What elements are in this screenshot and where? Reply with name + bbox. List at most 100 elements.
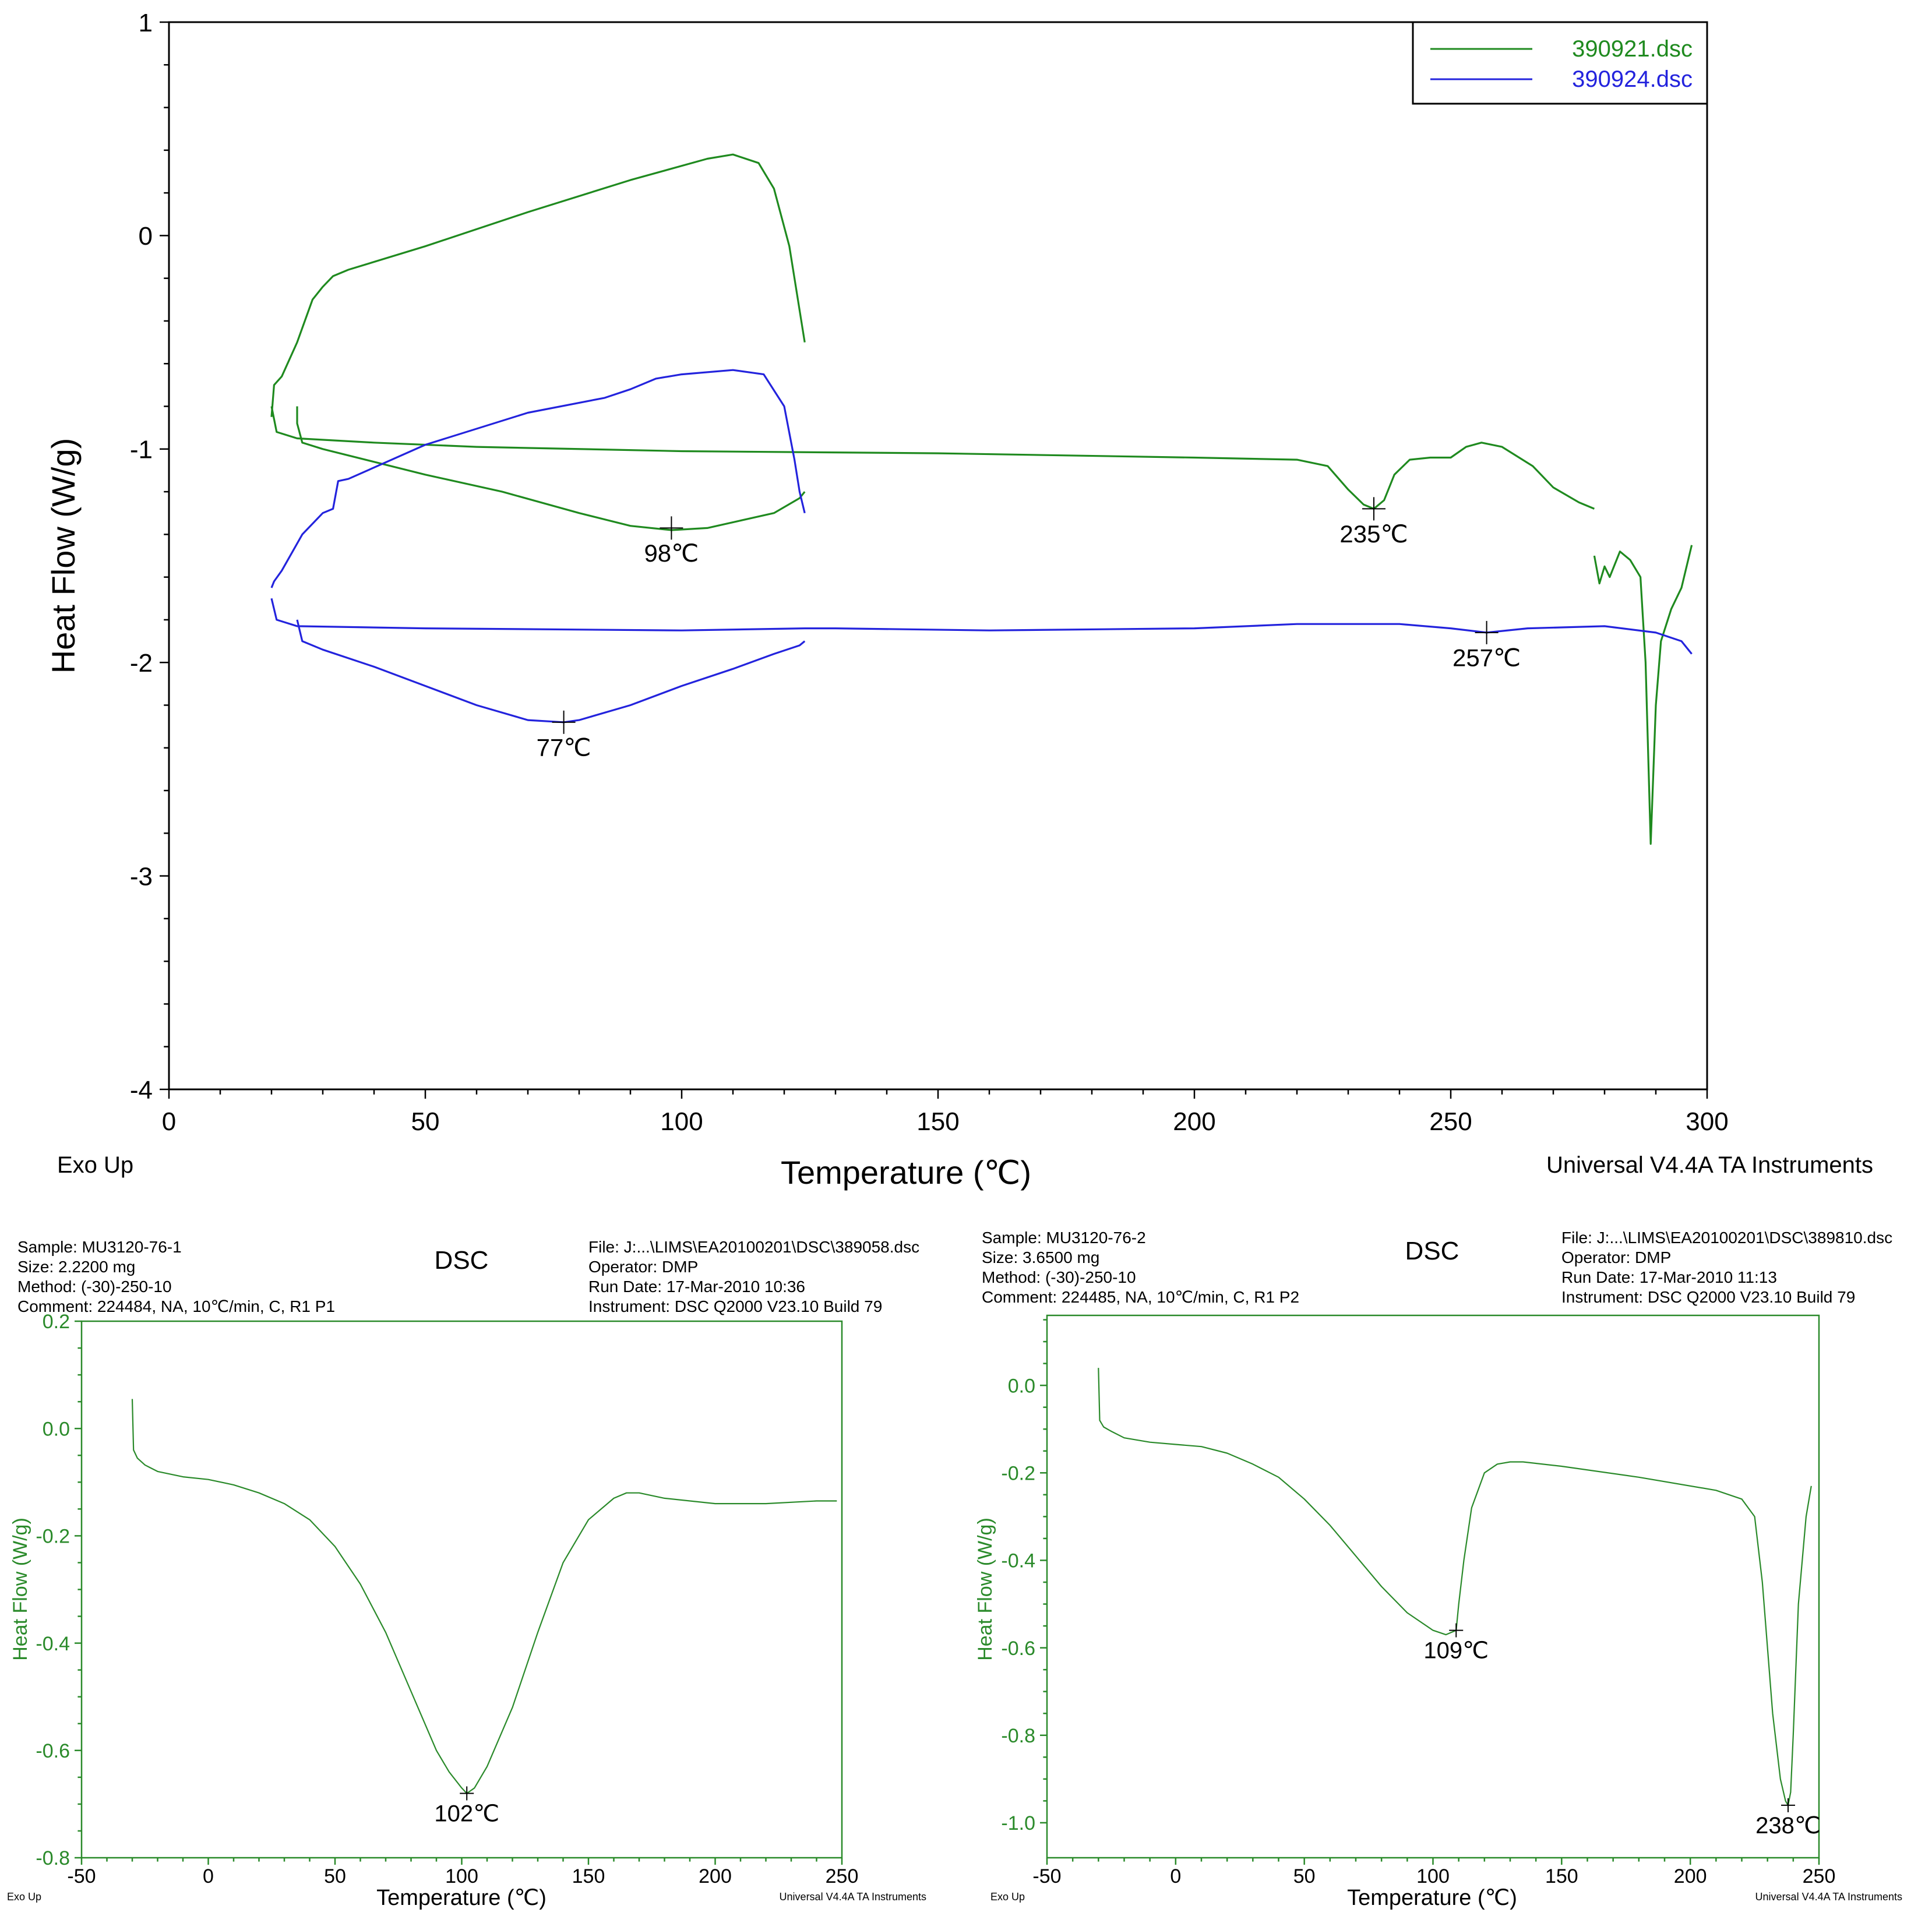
x-tick-label: 0 bbox=[1170, 1865, 1181, 1887]
peak-label: 98℃ bbox=[644, 539, 699, 567]
y-tick-label: 0.2 bbox=[43, 1311, 70, 1333]
y-tick-label: 0.0 bbox=[43, 1418, 70, 1440]
y-tick-label: -0.8 bbox=[1001, 1725, 1035, 1747]
x-tick-label: 200 bbox=[699, 1865, 732, 1887]
br-exo-up-label: Exo Up bbox=[990, 1891, 1025, 1903]
br-info-line-4: Comment: 224485, NA, 10℃/min, C, R1 P2 bbox=[982, 1288, 1299, 1306]
series-line-0-3 bbox=[1593, 545, 1693, 845]
br-x-ticks: -50 0 50 100 150 200 250 bbox=[1032, 1858, 1835, 1887]
peak-label: 238℃ bbox=[1755, 1813, 1821, 1839]
bl-exo-up-label: Exo Up bbox=[7, 1891, 41, 1903]
bl-y-ticks: -0.8 -0.6 -0.4 -0.2 0.0 0.2 bbox=[36, 1311, 82, 1869]
br-file-line-1: File: J:...\LIMS\EA20100201\DSC\389810.d… bbox=[1561, 1229, 1892, 1247]
y-tick-label: -0.4 bbox=[36, 1633, 70, 1655]
bl-file-line-2: Operator: DMP bbox=[588, 1258, 698, 1276]
br-title: DSC bbox=[1405, 1237, 1459, 1265]
y-tick-label: -0.2 bbox=[36, 1526, 70, 1548]
bl-file-line-3: Run Date: 17-Mar-2010 10:36 bbox=[588, 1278, 805, 1296]
br-info-line-1: Sample: MU3120-76-2 bbox=[982, 1229, 1146, 1247]
series-line-0-0 bbox=[131, 1399, 837, 1794]
bl-y-axis-label: Heat Flow (W/g) bbox=[9, 1518, 31, 1661]
br-software-footer: Universal V4.4A TA Instruments bbox=[1755, 1891, 1902, 1903]
top-x-axis-label: Temperature (℃) bbox=[781, 1154, 1031, 1191]
br-file-line-2: Operator: DMP bbox=[1561, 1248, 1671, 1266]
y-tick-label: -0.8 bbox=[36, 1847, 70, 1869]
br-plot-frame bbox=[1046, 1314, 1820, 1859]
y-tick-label: -0.2 bbox=[1001, 1463, 1035, 1485]
y-tick-label: -1 bbox=[130, 436, 153, 464]
br-y-ticks: -1.0 -0.8 -0.6 -0.4 -0.2 0.0 bbox=[1001, 1319, 1047, 1834]
bl-info-line-4: Comment: 224484, NA, 10℃/min, C, R1 P1 bbox=[17, 1297, 335, 1315]
top-legend-box bbox=[1412, 21, 1708, 105]
y-tick-label: 0.0 bbox=[1008, 1375, 1035, 1397]
peak-label: 77℃ bbox=[537, 734, 591, 761]
y-tick-label: -0.6 bbox=[1001, 1638, 1035, 1660]
y-tick-label: -1.0 bbox=[1001, 1812, 1035, 1834]
x-tick-label: -50 bbox=[67, 1865, 96, 1887]
x-tick-label: 300 bbox=[1686, 1107, 1728, 1136]
top-exo-up-label: Exo Up bbox=[57, 1152, 133, 1178]
bl-file-line-1: File: J:...\LIMS\EA20100201\DSC\389058.d… bbox=[588, 1238, 919, 1256]
peak-label: 109℃ bbox=[1423, 1638, 1489, 1664]
top-legend-label-390921: 390921.dsc bbox=[1572, 36, 1693, 62]
bottom-left-chart: Sample: MU3120-76-1 Size: 2.2200 mg Meth… bbox=[7, 1238, 926, 1910]
br-y-axis-label: Heat Flow (W/g) bbox=[974, 1518, 996, 1661]
top-series-group bbox=[270, 153, 1693, 845]
top-legend-label-390924: 390924.dsc bbox=[1572, 66, 1693, 92]
bl-info-line-3: Method: (-30)-250-10 bbox=[17, 1278, 172, 1296]
x-tick-label: 250 bbox=[1429, 1107, 1472, 1136]
top-plot-frame bbox=[168, 21, 1708, 1091]
y-tick-label: -0.4 bbox=[1001, 1550, 1035, 1572]
x-tick-label: 100 bbox=[1416, 1865, 1450, 1887]
bl-title: DSC bbox=[435, 1246, 489, 1275]
series-line-0-2 bbox=[270, 406, 1595, 510]
top-y-axis-label: Heat Flow (W/g) bbox=[45, 438, 82, 674]
y-tick-label: -0.6 bbox=[36, 1740, 70, 1762]
x-tick-label: 250 bbox=[826, 1865, 859, 1887]
x-tick-label: 100 bbox=[445, 1865, 478, 1887]
top-x-ticks: 0 50 100 150 200 250 300 bbox=[162, 1089, 1729, 1136]
br-info-line-3: Method: (-30)-250-10 bbox=[982, 1268, 1136, 1286]
br-info-line-2: Size: 3.6500 mg bbox=[982, 1248, 1099, 1266]
br-annotations: 109℃ 238℃ bbox=[1423, 1623, 1821, 1839]
series-line-0-1 bbox=[296, 406, 806, 531]
x-tick-label: 50 bbox=[324, 1865, 346, 1887]
top-chart: 0 50 100 150 200 250 300 -4 -3 -2 -1 0 1 98℃ 235℃ 77℃… bbox=[45, 9, 1873, 1191]
series-line-0-0 bbox=[1098, 1368, 1812, 1806]
x-tick-label: -50 bbox=[1032, 1865, 1061, 1887]
series-line-1-1 bbox=[296, 619, 806, 724]
series-line-1-0 bbox=[270, 369, 806, 588]
bottom-right-chart: Sample: MU3120-76-2 Size: 3.6500 mg Meth… bbox=[974, 1229, 1902, 1910]
peak-label: 102℃ bbox=[434, 1801, 499, 1826]
x-tick-label: 150 bbox=[572, 1865, 605, 1887]
y-tick-label: 1 bbox=[139, 9, 153, 37]
br-file-line-3: Run Date: 17-Mar-2010 11:13 bbox=[1561, 1268, 1777, 1286]
x-tick-label: 200 bbox=[1674, 1865, 1707, 1887]
bl-file-line-4: Instrument: DSC Q2000 V23.10 Build 79 bbox=[588, 1297, 882, 1315]
br-file-line-4: Instrument: DSC Q2000 V23.10 Build 79 bbox=[1561, 1288, 1855, 1306]
peak-label: 235℃ bbox=[1339, 520, 1408, 548]
x-tick-label: 100 bbox=[660, 1107, 703, 1136]
bl-info-line-1: Sample: MU3120-76-1 bbox=[17, 1238, 182, 1256]
y-tick-label: -2 bbox=[130, 649, 153, 678]
x-tick-label: 200 bbox=[1173, 1107, 1215, 1136]
br-series-group bbox=[1098, 1368, 1812, 1806]
bl-plot-frame bbox=[80, 1320, 843, 1859]
top-annotations: 98℃ 235℃ 77℃ 257℃ bbox=[537, 497, 1521, 761]
bl-series-group bbox=[131, 1399, 837, 1794]
bl-x-ticks: -50 0 50 100 150 200 250 bbox=[67, 1858, 858, 1887]
x-tick-label: 0 bbox=[162, 1107, 176, 1136]
y-tick-label: -4 bbox=[130, 1076, 153, 1105]
series-line-0-0 bbox=[270, 153, 806, 417]
series-line-1-2 bbox=[270, 598, 1693, 655]
peak-label: 257℃ bbox=[1452, 644, 1521, 672]
bl-x-axis-label: Temperature (℃) bbox=[376, 1886, 547, 1910]
x-tick-label: 150 bbox=[1545, 1865, 1578, 1887]
y-tick-label: -3 bbox=[130, 862, 153, 891]
x-tick-label: 50 bbox=[411, 1107, 440, 1136]
bl-info-line-2: Size: 2.2200 mg bbox=[17, 1258, 135, 1276]
top-y-ticks: -4 -3 -2 -1 0 1 bbox=[130, 9, 169, 1105]
y-tick-label: 0 bbox=[139, 222, 153, 250]
x-tick-label: 250 bbox=[1803, 1865, 1836, 1887]
